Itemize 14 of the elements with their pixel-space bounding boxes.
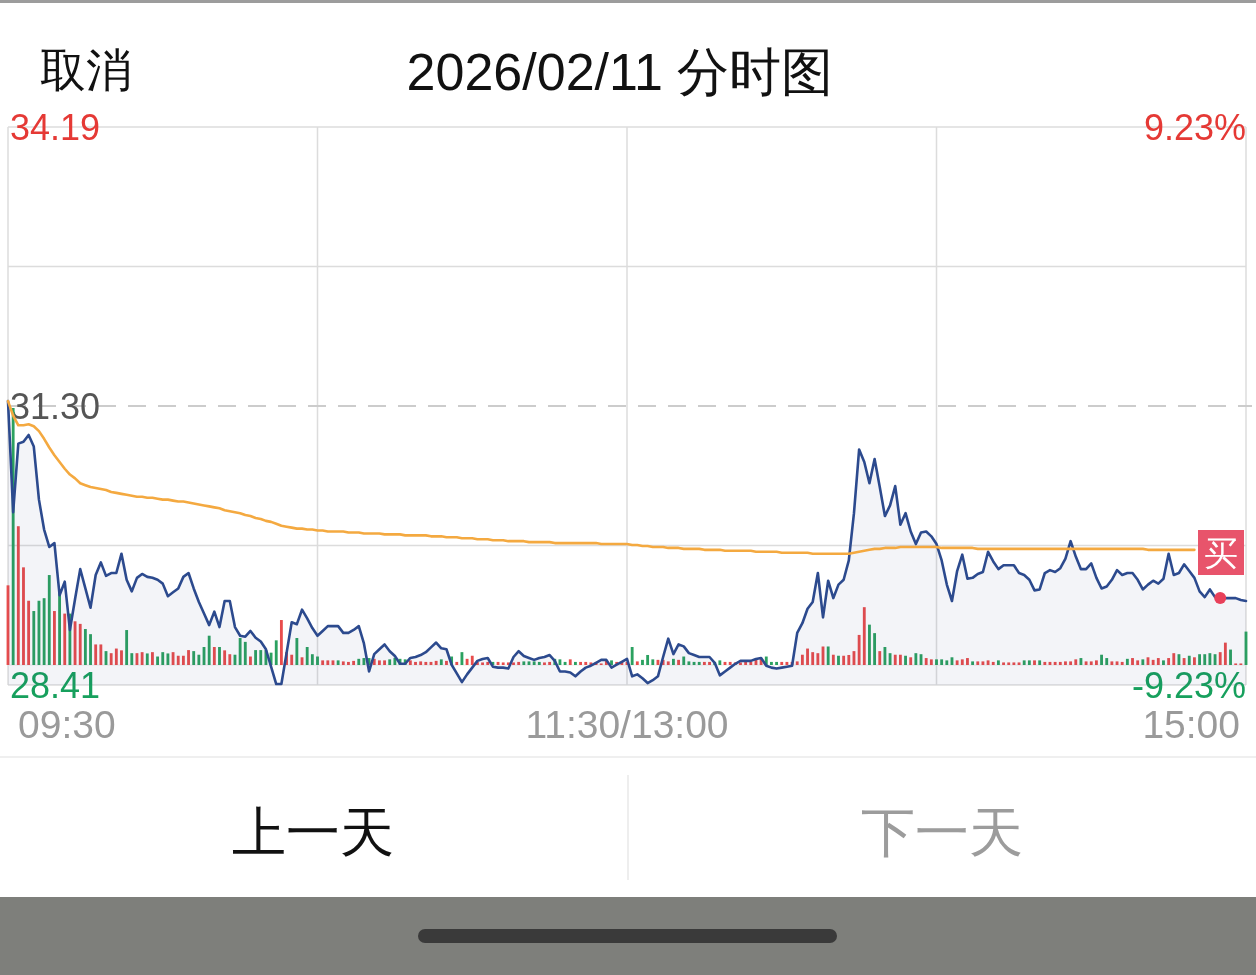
y2-tick-label: 9.23% (1143, 106, 1246, 148)
y-tick-label: 31.30 (10, 385, 101, 427)
y-tick-label: 28.41 (10, 664, 101, 706)
y-tick-label: 34.19 (10, 106, 101, 148)
buy-badge: 买 (1198, 530, 1244, 575)
annotation: 买 (1204, 534, 1238, 572)
text: 09:30 (18, 703, 116, 746)
x-tick-label: 11:30/13:00 (525, 703, 729, 746)
chart-title: 2026/02/11 分时图 (406, 43, 834, 101)
y2-tick-label: -9.23% (1131, 664, 1246, 706)
text: 上一天 (232, 802, 394, 862)
text: 取消 (40, 44, 132, 96)
text: 15:00 (1142, 703, 1240, 746)
text: 下一天 (861, 802, 1023, 862)
